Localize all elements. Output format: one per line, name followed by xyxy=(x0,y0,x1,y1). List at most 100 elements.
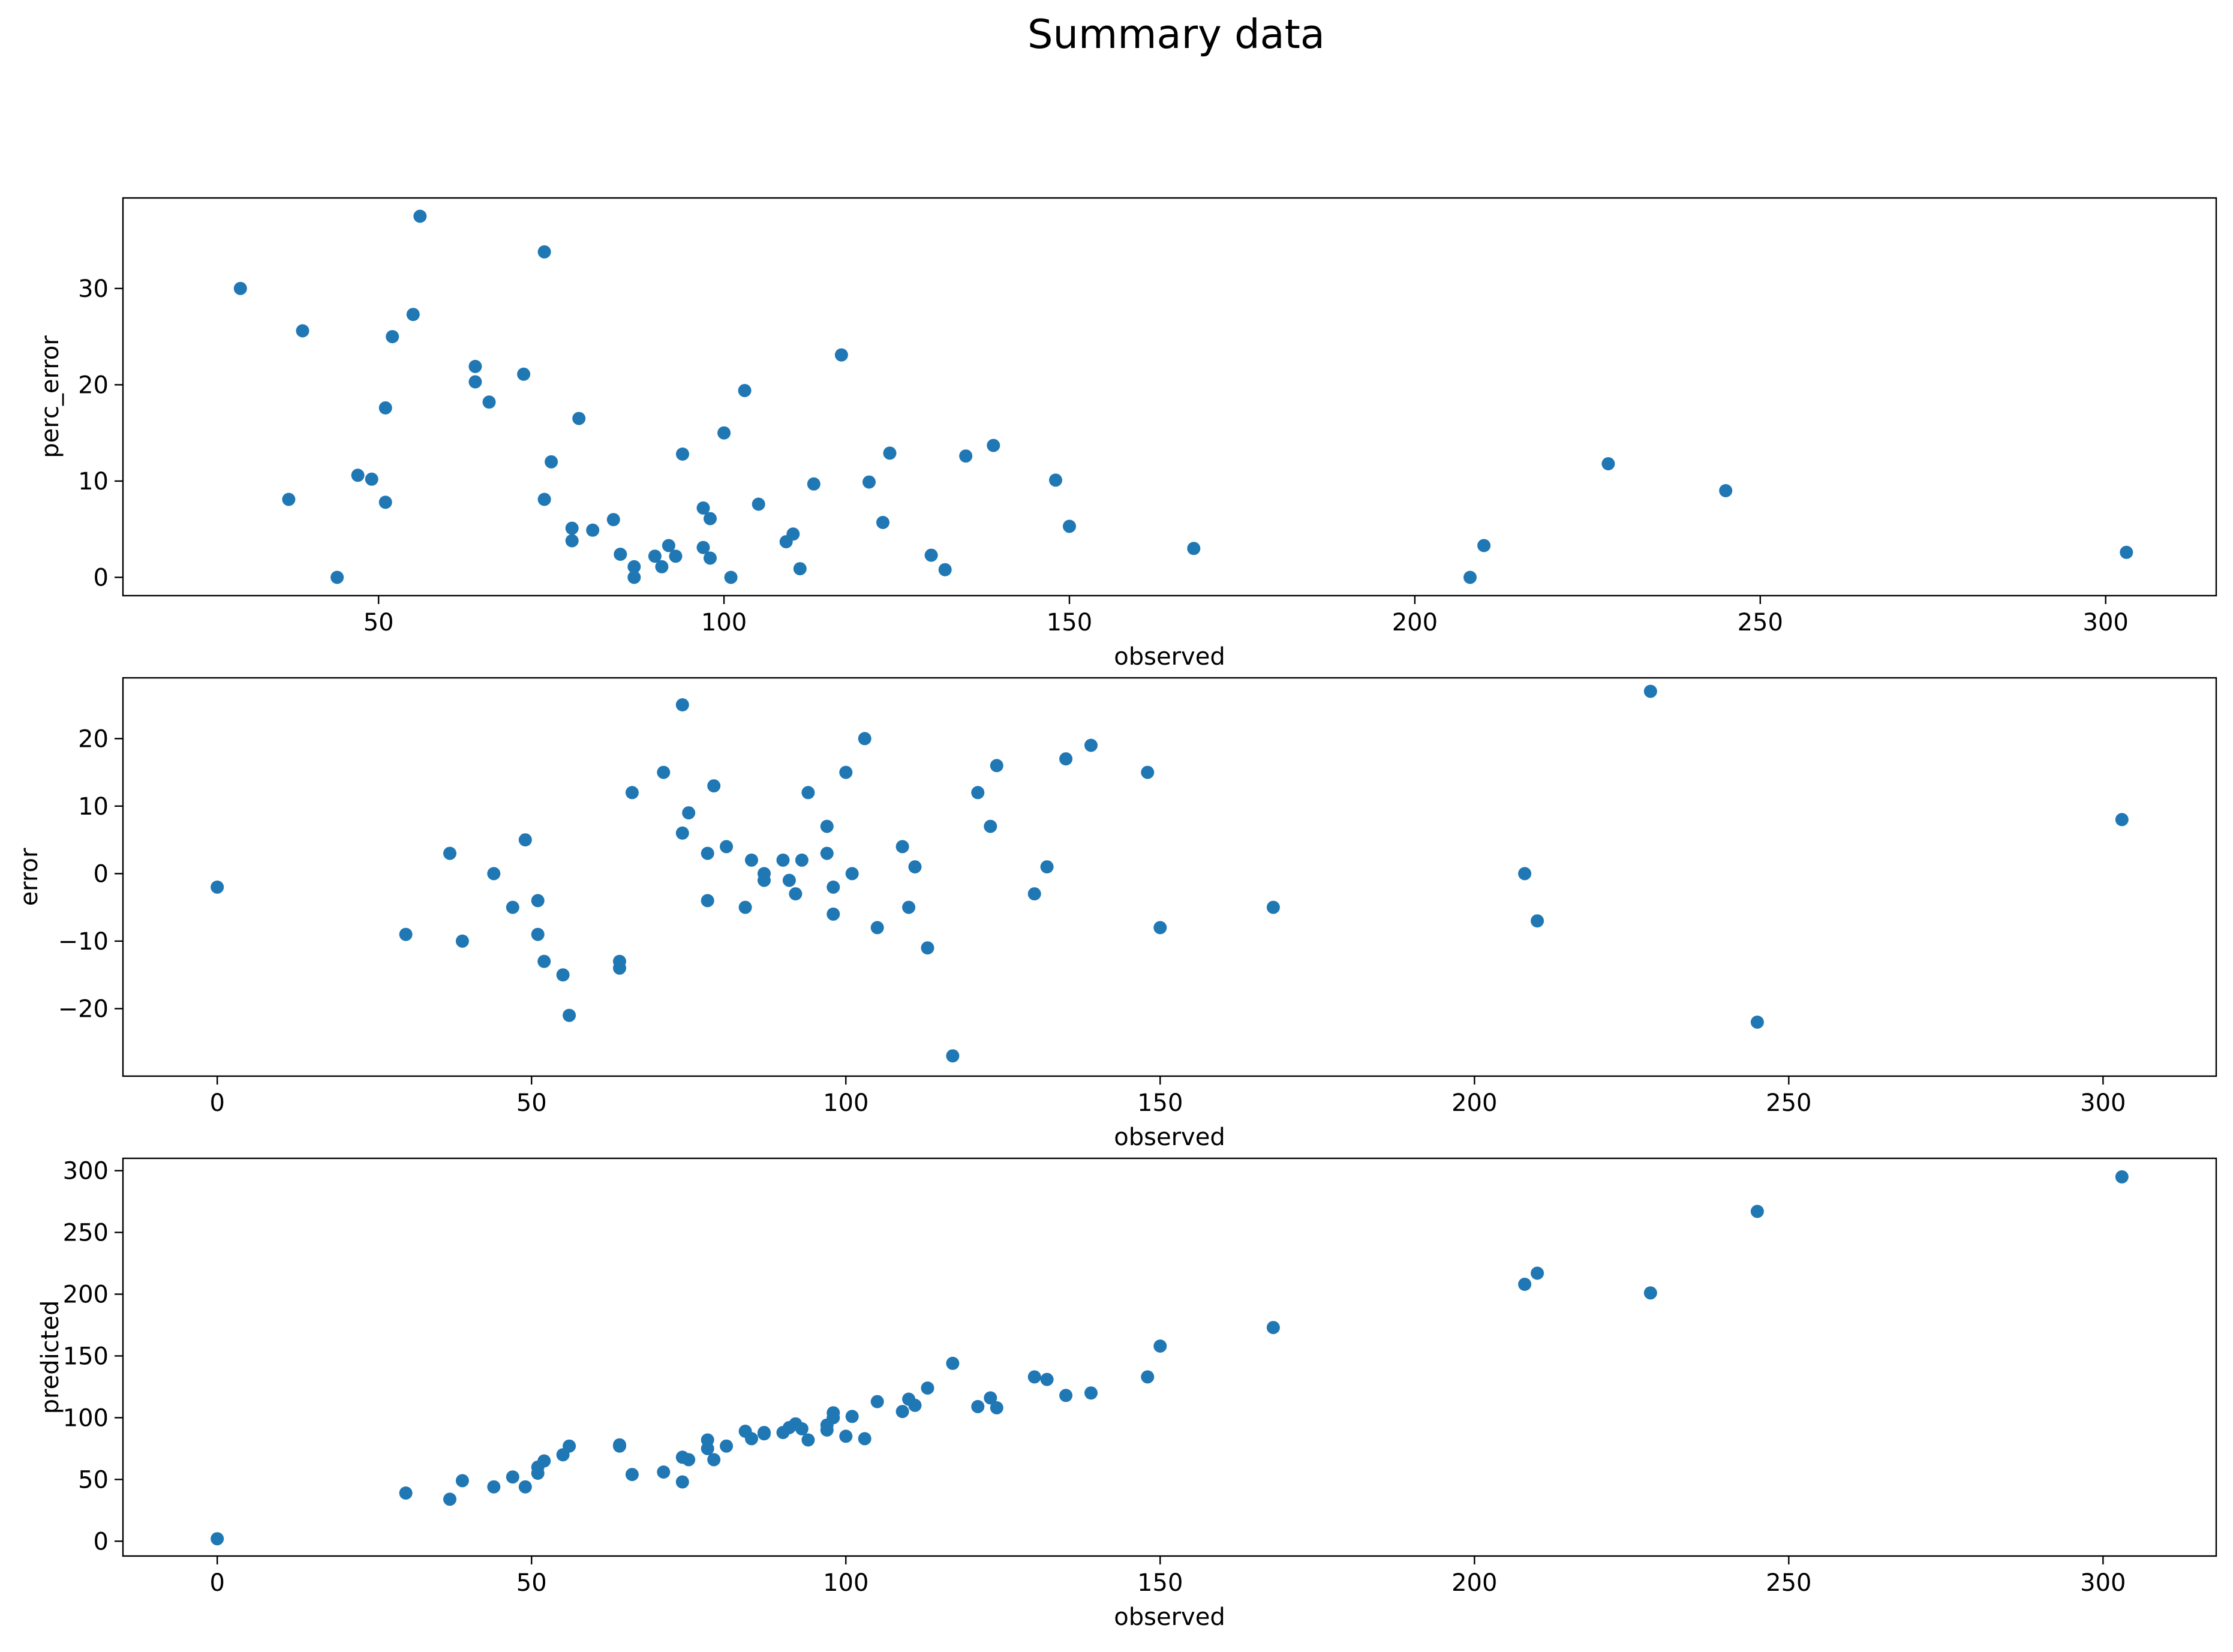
error-axes-frame xyxy=(122,677,2217,1077)
predicted-x-tick-label-4: 200 xyxy=(1451,1569,1497,1597)
error-point-40 xyxy=(895,840,909,854)
perc-error-point-15 xyxy=(537,245,551,259)
perc-error-point-35 xyxy=(717,426,731,440)
perc-error-point-6 xyxy=(378,401,392,414)
error-point-19 xyxy=(701,846,714,860)
error-point-43 xyxy=(921,941,934,955)
predicted-point-55 xyxy=(1518,1278,1532,1291)
perc-error-point-28 xyxy=(662,539,675,552)
error-point-42 xyxy=(908,860,922,874)
predicted-point-48 xyxy=(1027,1370,1041,1384)
predicted-y-tick-label-0: 0 xyxy=(94,1528,109,1555)
error-point-14 xyxy=(625,786,639,800)
perc-error-point-52 xyxy=(1063,519,1076,533)
error-y-tick-label-0: −20 xyxy=(58,995,109,1023)
predicted-axes-frame xyxy=(122,1157,2217,1557)
error-point-51 xyxy=(1084,738,1098,752)
error-point-3 xyxy=(455,934,469,948)
perc-error-point-18 xyxy=(565,521,579,535)
perc-error-y-axis-label: perc_error xyxy=(37,335,64,458)
perc-error-point-12 xyxy=(468,375,482,389)
predicted-point-15 xyxy=(657,1465,671,1479)
perc-error-x-tick-label-4: 250 xyxy=(1738,609,1783,636)
predicted-point-24 xyxy=(745,1432,758,1446)
figure-title: Summary data xyxy=(1027,11,1325,58)
perc-error-point-55 xyxy=(1477,539,1491,552)
predicted-point-4 xyxy=(487,1480,501,1494)
predicted-x-tick-label-5: 250 xyxy=(1766,1569,1811,1597)
error-point-49 xyxy=(1040,860,1054,874)
perc-error-point-33 xyxy=(704,512,717,525)
predicted-x-tick-label-0: 0 xyxy=(209,1569,224,1597)
error-point-47 xyxy=(990,759,1003,773)
predicted-point-42 xyxy=(908,1398,922,1412)
perc-error-point-17 xyxy=(545,455,558,468)
error-x-tick-label-1: 50 xyxy=(516,1089,547,1117)
predicted-point-18 xyxy=(682,1453,696,1467)
perc-error-point-21 xyxy=(586,523,600,537)
error-point-20 xyxy=(701,894,714,908)
perc-error-x-tick-label-0: 50 xyxy=(363,609,394,636)
predicted-point-39 xyxy=(870,1395,884,1408)
error-point-6 xyxy=(518,833,532,847)
predicted-point-52 xyxy=(1141,1370,1155,1384)
predicted-point-47 xyxy=(990,1401,1003,1414)
perc-error-point-14 xyxy=(517,367,531,381)
error-x-tick-label-5: 250 xyxy=(1766,1089,1811,1117)
predicted-point-0 xyxy=(211,1532,224,1546)
error-y-tick-label-3: 10 xyxy=(78,793,109,821)
perc-error-point-9 xyxy=(406,308,420,322)
error-point-10 xyxy=(556,968,570,982)
perc-error-point-16 xyxy=(537,492,551,506)
predicted-point-51 xyxy=(1084,1386,1098,1400)
predicted-y-tick-label-4: 200 xyxy=(63,1281,109,1308)
perc-error-y-tick-label-3: 30 xyxy=(78,275,109,303)
predicted-point-56 xyxy=(1531,1266,1544,1280)
predicted-point-1 xyxy=(399,1486,413,1500)
perc-error-point-49 xyxy=(959,449,973,463)
predicted-point-57 xyxy=(1643,1286,1657,1300)
perc-error-axes-frame xyxy=(122,197,2217,597)
predicted-point-2 xyxy=(443,1492,456,1506)
error-point-50 xyxy=(1059,752,1073,766)
perc-error-point-51 xyxy=(1049,473,1062,487)
perc-error-points xyxy=(233,209,2133,584)
error-point-24 xyxy=(745,853,758,867)
predicted-point-46 xyxy=(984,1391,997,1405)
perc-error-point-42 xyxy=(807,477,821,491)
predicted-point-30 xyxy=(795,1422,809,1435)
perc-error-point-8 xyxy=(386,330,399,344)
error-point-39 xyxy=(870,921,884,935)
error-point-16 xyxy=(675,826,689,840)
perc-error-point-38 xyxy=(752,497,765,511)
predicted-point-54 xyxy=(1266,1321,1280,1335)
predicted-point-36 xyxy=(839,1429,853,1443)
perc-error-point-56 xyxy=(1601,457,1615,471)
predicted-x-axis-label: observed xyxy=(1114,1603,1225,1631)
perc-error-point-7 xyxy=(378,495,392,509)
predicted-point-45 xyxy=(971,1399,985,1413)
error-point-46 xyxy=(984,819,997,833)
predicted-y-tick-label-1: 50 xyxy=(78,1466,109,1494)
predicted-point-5 xyxy=(506,1470,519,1484)
error-point-7 xyxy=(531,894,545,908)
predicted-x-tick-label-6: 300 xyxy=(2080,1569,2126,1597)
perc-error-x-tick-label-2: 150 xyxy=(1047,609,1092,636)
error-point-17 xyxy=(675,698,689,711)
predicted-point-59 xyxy=(2115,1170,2129,1184)
error-x-tick-label-3: 150 xyxy=(1137,1089,1183,1117)
error-point-26 xyxy=(758,867,771,881)
predicted-points xyxy=(211,1170,2129,1546)
predicted-y-axis-label: predicted xyxy=(37,1300,64,1414)
predicted-y-tick-label-6: 300 xyxy=(63,1158,109,1185)
error-point-41 xyxy=(902,900,916,914)
perc-error-point-0 xyxy=(233,281,247,295)
error-point-23 xyxy=(738,900,752,914)
perc-error-point-27 xyxy=(655,560,669,573)
perc-error-point-57 xyxy=(1719,484,1733,497)
error-y-axis-label: error xyxy=(16,848,43,906)
perc-error-point-3 xyxy=(330,570,344,584)
predicted-point-50 xyxy=(1059,1389,1073,1402)
error-point-32 xyxy=(820,819,834,833)
